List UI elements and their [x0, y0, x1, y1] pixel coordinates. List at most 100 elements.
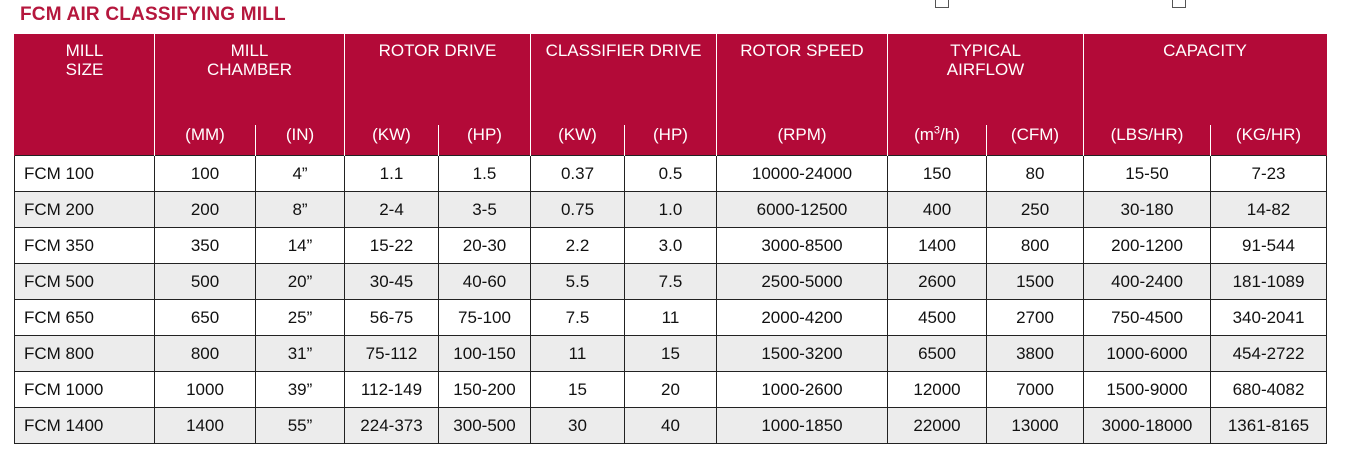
table-cell: 100-150: [438, 335, 531, 372]
table-cell: 40-60: [438, 263, 531, 300]
table-cell: 55”: [255, 407, 345, 444]
table-cell: 75-112: [344, 335, 439, 372]
table-cell: 1.1: [344, 155, 439, 192]
table-cell: 15-22: [344, 227, 439, 264]
table-cell: 300-500: [438, 407, 531, 444]
table-cell: 20”: [255, 263, 345, 300]
table-cell: 181-1089: [1210, 263, 1327, 300]
unit-classifier-hp: (HP): [624, 125, 717, 156]
table-cell: 5.5: [530, 263, 625, 300]
table-cell: 4”: [255, 155, 345, 192]
table-cell: 224-373: [344, 407, 439, 444]
header-rotor-speed: ROTOR SPEED: [716, 34, 888, 125]
mill-size-cell: FCM 100: [14, 155, 155, 192]
table-cell: 30-180: [1083, 191, 1211, 228]
table-cell: 454-2722: [1210, 335, 1327, 372]
table-cell: 0.75: [530, 191, 625, 228]
table-cell: 340-2041: [1210, 299, 1327, 336]
table-cell: 7000: [986, 371, 1084, 408]
table-cell: 1000-2600: [716, 371, 888, 408]
table-cell: 3-5: [438, 191, 531, 228]
table-cell: 100: [154, 155, 256, 192]
mill-size-cell: FCM 1000: [14, 371, 155, 408]
table-cell: 1000-6000: [1083, 335, 1211, 372]
table-cell: 39”: [255, 371, 345, 408]
table-cell: 4500: [887, 299, 987, 336]
header-classifier-drive: CLASSIFIER DRIVE: [530, 34, 717, 125]
table-cell: 1.5: [438, 155, 531, 192]
table-cell: 7.5: [530, 299, 625, 336]
mill-size-cell: FCM 350: [14, 227, 155, 264]
table-cell: 56-75: [344, 299, 439, 336]
mill-size-cell: FCM 200: [14, 191, 155, 228]
table-cell: 2700: [986, 299, 1084, 336]
table-cell: 680-4082: [1210, 371, 1327, 408]
unit-mm: (MM): [154, 125, 256, 156]
table-cell: 3.0: [624, 227, 717, 264]
table-cell: 1000: [154, 371, 256, 408]
table-cell: 14”: [255, 227, 345, 264]
table-cell: 14-82: [1210, 191, 1327, 228]
table-row: FCM 500 500 20” 30-45 40-60 5.5 7.5 2500-5000 26…: [14, 263, 1327, 300]
table-cell: 15: [624, 335, 717, 372]
table-cell: 800: [986, 227, 1084, 264]
unit-kg-hr: (KG/HR): [1210, 125, 1327, 156]
unit-lbs-hr: (LBS/HR): [1083, 125, 1211, 156]
table-cell: 150-200: [438, 371, 531, 408]
checkbox-icon: [935, 0, 949, 8]
header-typical-airflow: TYPICAL AIRFLOW: [887, 34, 1084, 125]
table-cell: 20: [624, 371, 717, 408]
table-cell: 112-149: [344, 371, 439, 408]
table-cell: 30: [530, 407, 625, 444]
table-cell: 2000-4200: [716, 299, 888, 336]
mill-size-cell: FCM 800: [14, 335, 155, 372]
table-cell: 11: [624, 299, 717, 336]
table-cell: 6500: [887, 335, 987, 372]
table-cell: 400: [887, 191, 987, 228]
table-row: FCM 200 200 8” 2-4 3-5 0.75 1.0 6000-12500 400 25…: [14, 191, 1327, 228]
unit-classifier-kw: (KW): [530, 125, 625, 156]
table-cell: 200: [154, 191, 256, 228]
table-cell: 500: [154, 263, 256, 300]
table-cell: 1500-9000: [1083, 371, 1211, 408]
table-cell: 650: [154, 299, 256, 336]
unit-rotor-kw: (KW): [344, 125, 439, 156]
header-rotor-drive: ROTOR DRIVE: [344, 34, 531, 125]
table-cell: 22000: [887, 407, 987, 444]
table-cell: 7.5: [624, 263, 717, 300]
checkbox-icon: [1172, 0, 1186, 8]
mill-size-cell: FCM 1400: [14, 407, 155, 444]
unit-m3h: (m3/h): [887, 125, 987, 156]
table-cell: 15-50: [1083, 155, 1211, 192]
table-cell: 1400: [154, 407, 256, 444]
table-row: FCM 800 800 31” 75-112 100-150 11 15 1500-3200 6…: [14, 335, 1327, 372]
header-mill-chamber: MILL CHAMBER: [154, 34, 345, 125]
page-title: FCM AIR CLASSIFYING MILL: [20, 4, 286, 25]
table-cell: 8”: [255, 191, 345, 228]
table-cell: 0.5: [624, 155, 717, 192]
table-cell: 80: [986, 155, 1084, 192]
header-capacity: CAPACITY: [1083, 34, 1327, 125]
table-cell: 800: [154, 335, 256, 372]
header-mill-size: MILL SIZE: [14, 34, 155, 125]
table-cell: 3000-18000: [1083, 407, 1211, 444]
table-cell: 1500: [986, 263, 1084, 300]
table-cell: 1.0: [624, 191, 717, 228]
mill-size-cell: FCM 500: [14, 263, 155, 300]
table-cell: 3800: [986, 335, 1084, 372]
table-cell: 20-30: [438, 227, 531, 264]
table-cell: 15: [530, 371, 625, 408]
table-cell: 2500-5000: [716, 263, 888, 300]
unit-rpm: (RPM): [716, 125, 888, 156]
table-cell: 150: [887, 155, 987, 192]
table-cell: 3000-8500: [716, 227, 888, 264]
table-row: FCM 100 100 4” 1.1 1.5 0.37 0.5 10000-24000 150 8…: [14, 155, 1327, 192]
table-cell: 0.37: [530, 155, 625, 192]
table-cell: 6000-12500: [716, 191, 888, 228]
specifications-table: MILL SIZE MILL CHAMBER ROTOR DRIVE CLASSIF…: [14, 34, 1327, 444]
unit-in: (IN): [255, 125, 345, 156]
table-cell: 10000-24000: [716, 155, 888, 192]
table-cell: 12000: [887, 371, 987, 408]
table-cell: 2.2: [530, 227, 625, 264]
table-cell: 750-4500: [1083, 299, 1211, 336]
